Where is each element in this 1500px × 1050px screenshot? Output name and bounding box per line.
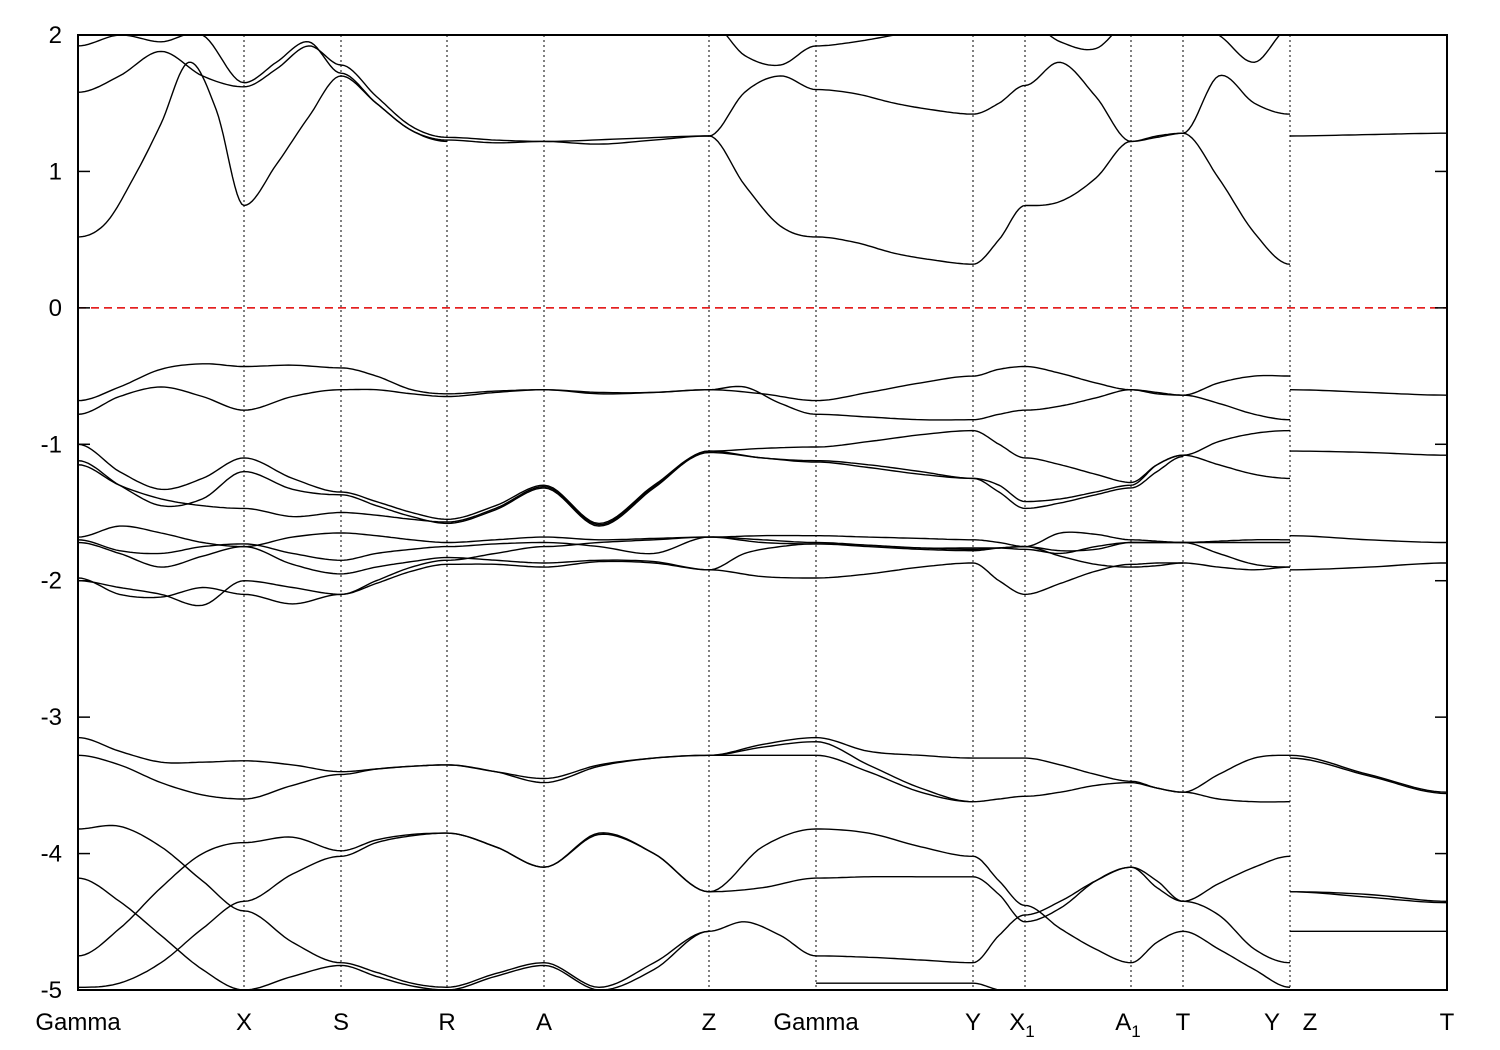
kpoint-label: T [1440, 1009, 1455, 1036]
y-tick-label: -5 [41, 977, 62, 1004]
band-line [78, 832, 1447, 988]
band-line [78, 385, 1290, 421]
band-line [78, 536, 1447, 571]
y-tick-label: -3 [41, 704, 62, 731]
y-tick-label: 1 [49, 158, 62, 185]
band-line [78, 45, 1291, 143]
kpoint-label: Y [965, 1009, 981, 1036]
plot-frame [77, 34, 1448, 991]
kpoint-label: R [438, 1009, 455, 1036]
band-line [78, 429, 1447, 525]
band-line [78, 541, 1290, 596]
kpoint-label: Z [702, 1009, 717, 1036]
y-tick-label: 2 [49, 22, 62, 49]
band-line [78, 525, 1447, 548]
kpoint-grid [243, 35, 1291, 990]
band-line [78, 451, 1184, 526]
y-tick-label: -2 [41, 568, 62, 595]
band-line [78, 536, 1290, 607]
kpoint-label: Gamma [773, 1009, 859, 1036]
band-line [78, 824, 1447, 989]
kpoint-label: Gamma [35, 1009, 121, 1036]
bands [78, 35, 1447, 990]
x-axis: Gamma X S R A Z Gamma Y X1 A1 T Y Z T [35, 1009, 1454, 1041]
band-line [78, 61, 1447, 265]
y-axis: 2 1 0 -1 -2 -3 -4 -5 [41, 22, 1447, 1004]
kpoint-label: X [236, 1009, 252, 1036]
band-line [78, 543, 1183, 605]
band-line [78, 754, 1447, 803]
kpoint-label: Z [1303, 1009, 1318, 1036]
kpoint-label: T [1176, 1009, 1191, 1036]
kpoint-label: A [536, 1009, 552, 1036]
band-line [78, 35, 1281, 143]
kpoint-label: S [333, 1009, 349, 1036]
y-tick-label: -4 [41, 841, 62, 868]
band-line [78, 877, 1003, 990]
band-line [78, 736, 1447, 793]
y-tick-label: 0 [49, 295, 62, 322]
band-line [708, 741, 974, 803]
kpoint-label: A1 [1115, 1009, 1140, 1041]
y-tick-label: -1 [41, 431, 62, 458]
band-line [78, 828, 1447, 988]
kpoint-label: Y [1264, 1009, 1280, 1036]
band-line [78, 450, 1290, 527]
kpoint-label: X1 [1009, 1009, 1034, 1041]
